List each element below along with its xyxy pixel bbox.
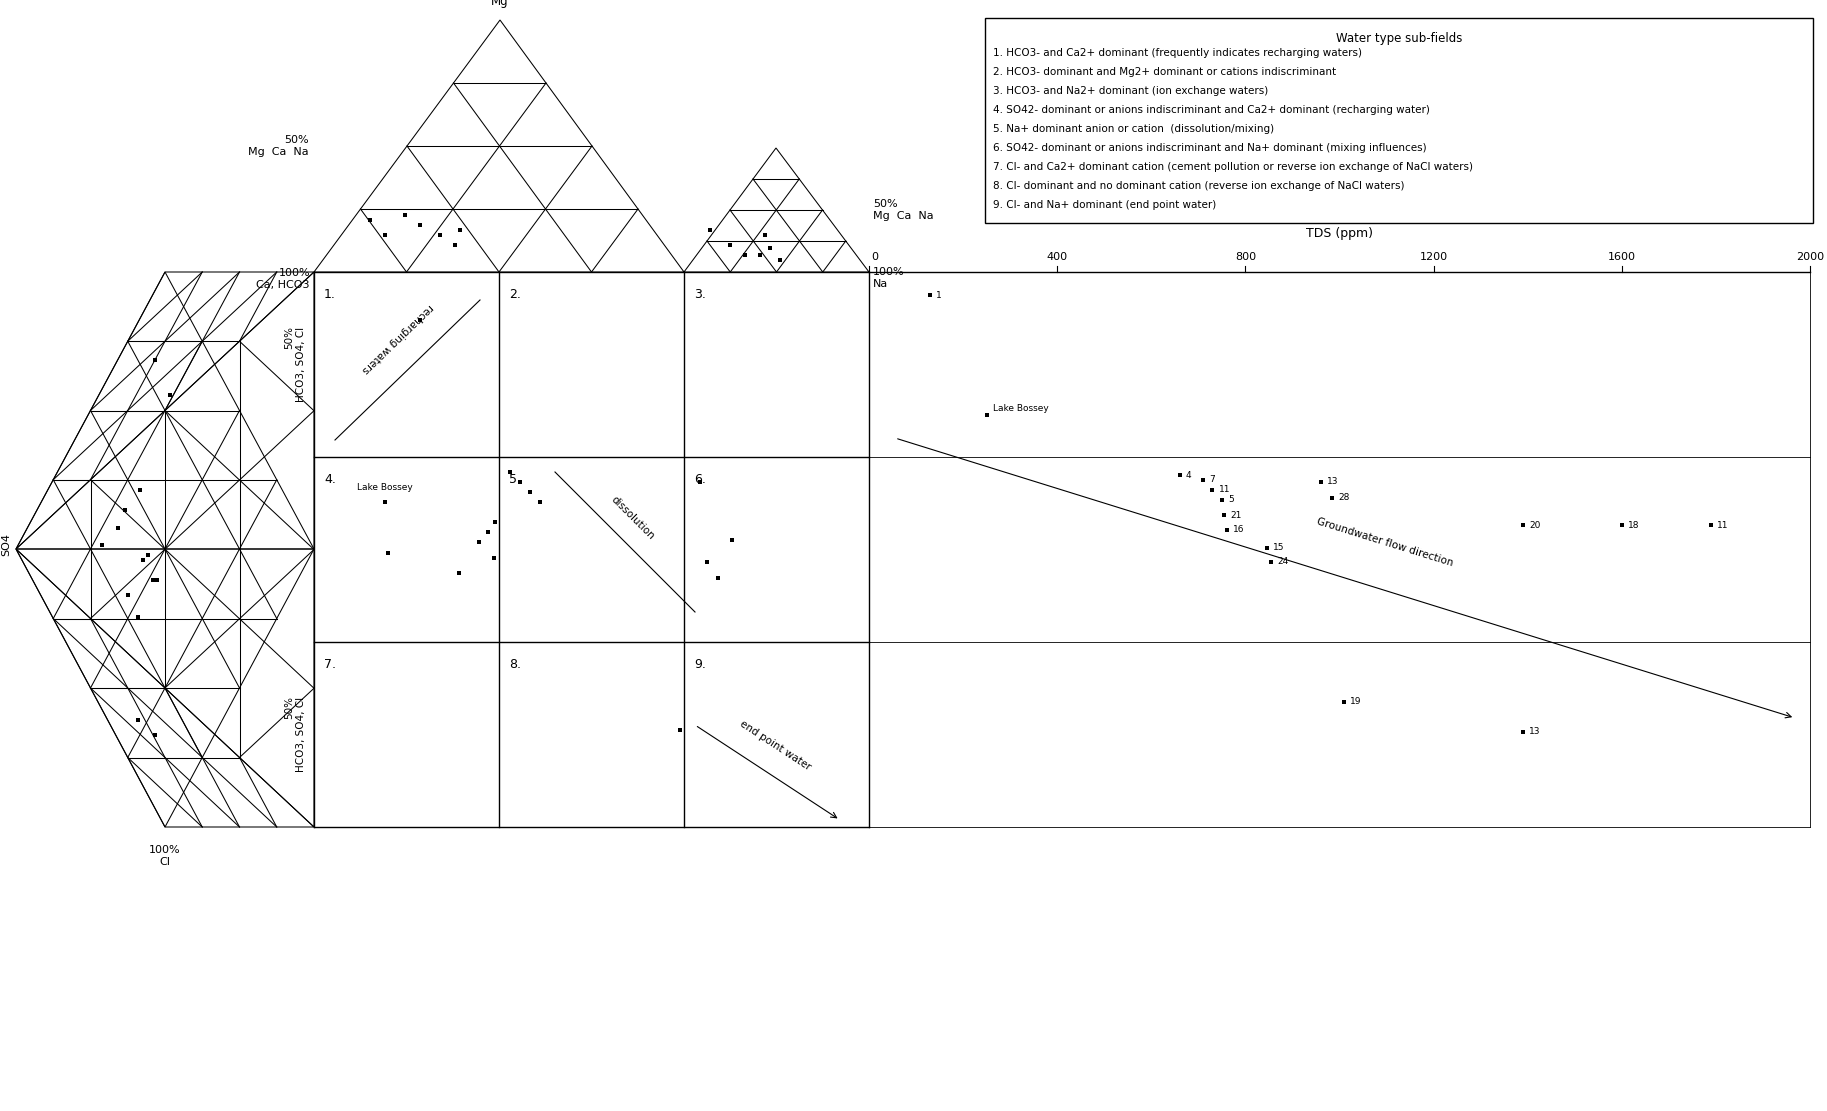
- Text: Groundwater flow direction: Groundwater flow direction: [1315, 517, 1454, 568]
- Text: 1200: 1200: [1420, 252, 1447, 262]
- Text: 20: 20: [1529, 520, 1540, 530]
- Text: 2000: 2000: [1796, 252, 1823, 262]
- Text: Lake Bossey: Lake Bossey: [356, 483, 413, 492]
- Text: 50%
Mg  Ca  Na: 50% Mg Ca Na: [248, 136, 309, 157]
- Text: 11: 11: [1219, 486, 1230, 494]
- Text: 1: 1: [935, 290, 943, 300]
- Text: 100%
Na: 100% Na: [873, 267, 904, 289]
- Text: recharging waters: recharging waters: [360, 302, 435, 376]
- Text: 100%
Ca, HCO3: 100% Ca, HCO3: [256, 268, 311, 290]
- Text: 13: 13: [1529, 728, 1540, 737]
- Text: 7.: 7.: [323, 658, 336, 671]
- Text: 1. HCO3- and Ca2+ dominant (frequently indicates recharging waters): 1. HCO3- and Ca2+ dominant (frequently i…: [994, 48, 1361, 58]
- Text: 24: 24: [1277, 558, 1288, 567]
- Text: 3.: 3.: [694, 288, 705, 301]
- Text: 50%
HCO3, SO4, Cl: 50% HCO3, SO4, Cl: [285, 697, 305, 771]
- Text: 19: 19: [1350, 698, 1361, 707]
- Text: 800: 800: [1235, 252, 1255, 262]
- Text: TDS (ppm): TDS (ppm): [1306, 227, 1374, 240]
- Text: dissolution: dissolution: [610, 494, 656, 542]
- Text: 50%
HCO3, SO4, Cl: 50% HCO3, SO4, Cl: [285, 327, 305, 401]
- Text: 8. Cl- dominant and no dominant cation (reverse ion exchange of NaCl waters): 8. Cl- dominant and no dominant cation (…: [994, 181, 1405, 191]
- Text: 9.: 9.: [694, 658, 705, 671]
- Text: 5. Na+ dominant anion or cation  (dissolution/mixing): 5. Na+ dominant anion or cation (dissolu…: [994, 124, 1273, 134]
- Text: 100%
Mg: 100% Mg: [484, 0, 517, 8]
- Text: 6.: 6.: [694, 473, 705, 486]
- Text: Water type sub-fields: Water type sub-fields: [1336, 32, 1462, 46]
- Text: 100%
CI: 100% CI: [150, 845, 181, 867]
- Text: 3. HCO3- and Na2+ dominant (ion exchange waters): 3. HCO3- and Na2+ dominant (ion exchange…: [994, 86, 1268, 96]
- Text: 28: 28: [1339, 493, 1350, 502]
- Text: 100%
SO4: 100% SO4: [0, 533, 11, 564]
- Text: 0: 0: [871, 252, 879, 262]
- Text: 400: 400: [1047, 252, 1067, 262]
- Text: 50%
Mg  Ca  Na: 50% Mg Ca Na: [873, 199, 934, 221]
- Text: Lake Bossey: Lake Bossey: [992, 404, 1049, 413]
- Text: 4: 4: [1186, 470, 1191, 480]
- Text: 1600: 1600: [1608, 252, 1635, 262]
- Text: 5: 5: [1228, 496, 1233, 504]
- Text: 9. Cl- and Na+ dominant (end point water): 9. Cl- and Na+ dominant (end point water…: [994, 200, 1217, 210]
- Text: 4.: 4.: [323, 473, 336, 486]
- Text: 15: 15: [1273, 543, 1284, 552]
- Text: 1.: 1.: [323, 288, 336, 301]
- Text: 5: 5: [510, 473, 517, 486]
- FancyBboxPatch shape: [985, 18, 1812, 223]
- Text: 7: 7: [1209, 476, 1215, 484]
- Text: 6. SO42- dominant or anions indiscriminant and Na+ dominant (mixing influences): 6. SO42- dominant or anions indiscrimina…: [994, 143, 1427, 153]
- Text: 8.: 8.: [510, 658, 521, 671]
- Text: 7. Cl- and Ca2+ dominant cation (cement pollution or reverse ion exchange of NaC: 7. Cl- and Ca2+ dominant cation (cement …: [994, 162, 1473, 172]
- Text: 16: 16: [1233, 526, 1244, 534]
- Text: end point water: end point water: [738, 719, 813, 772]
- Text: 2. HCO3- dominant and Mg2+ dominant or cations indiscriminant: 2. HCO3- dominant and Mg2+ dominant or c…: [994, 67, 1336, 77]
- Text: 4. SO42- dominant or anions indiscriminant and Ca2+ dominant (recharging water): 4. SO42- dominant or anions indiscrimina…: [994, 106, 1431, 116]
- Text: 11: 11: [1717, 520, 1728, 530]
- Text: 18: 18: [1628, 520, 1639, 530]
- Text: 21: 21: [1230, 510, 1242, 520]
- Text: 13: 13: [1326, 478, 1337, 487]
- Text: 2.: 2.: [510, 288, 521, 301]
